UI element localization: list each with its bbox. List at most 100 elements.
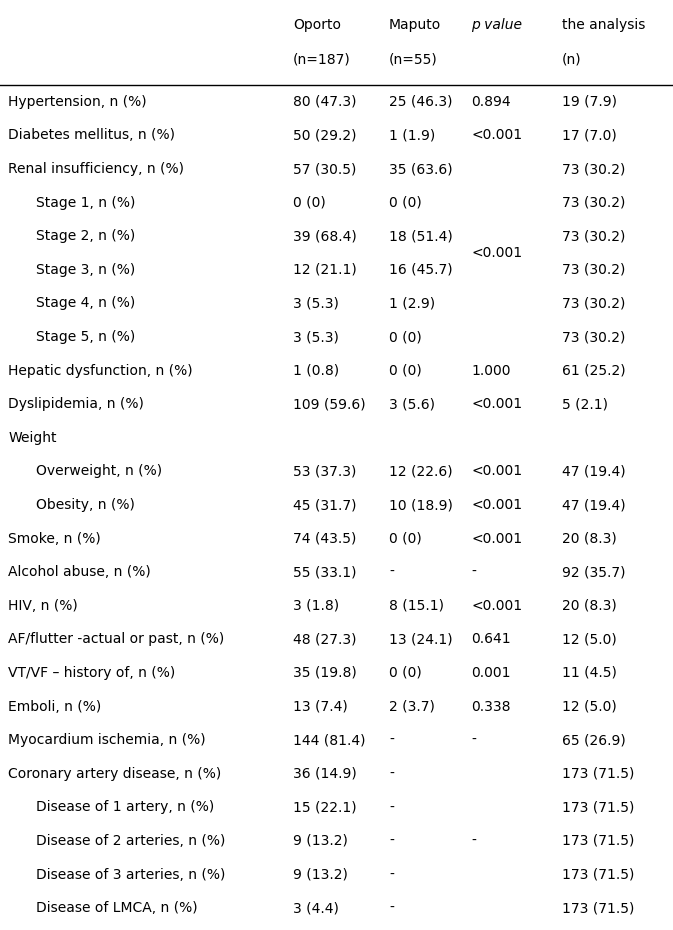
Text: 0.641: 0.641 [471, 632, 511, 646]
Text: 173 (71.5): 173 (71.5) [562, 801, 635, 815]
Text: 1 (1.9): 1 (1.9) [389, 128, 435, 142]
Text: Maputo: Maputo [389, 18, 441, 32]
Text: 35 (63.6): 35 (63.6) [389, 162, 453, 176]
Text: the analysis: the analysis [562, 18, 645, 32]
Text: 73 (30.2): 73 (30.2) [562, 229, 625, 244]
Text: 39 (68.4): 39 (68.4) [293, 229, 357, 244]
Text: -: - [389, 901, 394, 915]
Text: 0 (0): 0 (0) [389, 364, 422, 378]
Text: 80 (47.3): 80 (47.3) [293, 95, 356, 109]
Text: 9 (13.2): 9 (13.2) [293, 868, 348, 882]
Text: 73 (30.2): 73 (30.2) [562, 162, 625, 176]
Text: 0 (0): 0 (0) [293, 195, 326, 209]
Text: 11 (4.5): 11 (4.5) [562, 666, 617, 680]
Text: Renal insufficiency, n (%): Renal insufficiency, n (%) [8, 162, 184, 176]
Text: Disease of 1 artery, n (%): Disease of 1 artery, n (%) [36, 801, 214, 815]
Text: 73 (30.2): 73 (30.2) [562, 330, 625, 344]
Text: Diabetes mellitus, n (%): Diabetes mellitus, n (%) [8, 128, 175, 142]
Text: -: - [389, 801, 394, 815]
Text: 19 (7.9): 19 (7.9) [562, 95, 617, 109]
Text: Hepatic dysfunction, n (%): Hepatic dysfunction, n (%) [8, 364, 192, 378]
Text: 1.000: 1.000 [471, 364, 511, 378]
Text: <0.001: <0.001 [471, 397, 522, 411]
Text: -: - [389, 565, 394, 579]
Text: 173 (71.5): 173 (71.5) [562, 868, 635, 882]
Text: -: - [389, 767, 394, 781]
Text: 35 (19.8): 35 (19.8) [293, 666, 357, 680]
Text: 173 (71.5): 173 (71.5) [562, 767, 635, 781]
Text: Alcohol abuse, n (%): Alcohol abuse, n (%) [8, 565, 151, 579]
Text: -: - [471, 733, 476, 747]
Text: Disease of LMCA, n (%): Disease of LMCA, n (%) [36, 901, 198, 915]
Text: 55 (33.1): 55 (33.1) [293, 565, 356, 579]
Text: 173 (71.5): 173 (71.5) [562, 901, 635, 915]
Text: 74 (43.5): 74 (43.5) [293, 532, 356, 546]
Text: -: - [389, 733, 394, 747]
Text: Coronary artery disease, n (%): Coronary artery disease, n (%) [8, 767, 221, 781]
Text: 0 (0): 0 (0) [389, 195, 422, 209]
Text: 20 (8.3): 20 (8.3) [562, 599, 616, 613]
Text: Stage 2, n (%): Stage 2, n (%) [36, 229, 135, 244]
Text: 65 (26.9): 65 (26.9) [562, 733, 626, 747]
Text: Stage 5, n (%): Stage 5, n (%) [36, 330, 135, 344]
Text: 0.001: 0.001 [471, 666, 511, 680]
Text: 17 (7.0): 17 (7.0) [562, 128, 616, 142]
Text: 13 (7.4): 13 (7.4) [293, 699, 347, 713]
Text: 0.338: 0.338 [471, 699, 511, 713]
Text: Overweight, n (%): Overweight, n (%) [36, 464, 162, 478]
Text: 13 (24.1): 13 (24.1) [389, 632, 453, 646]
Text: Weight: Weight [8, 431, 57, 445]
Text: 12 (21.1): 12 (21.1) [293, 263, 357, 277]
Text: (n): (n) [562, 52, 581, 66]
Text: AF/flutter -actual or past, n (%): AF/flutter -actual or past, n (%) [8, 632, 224, 646]
Text: 3 (1.8): 3 (1.8) [293, 599, 339, 613]
Text: p value: p value [471, 18, 522, 32]
Text: Dyslipidemia, n (%): Dyslipidemia, n (%) [8, 397, 144, 411]
Text: <0.001: <0.001 [471, 464, 522, 478]
Text: 0 (0): 0 (0) [389, 532, 422, 546]
Text: Stage 1, n (%): Stage 1, n (%) [36, 195, 135, 209]
Text: -: - [471, 834, 476, 848]
Text: 8 (15.1): 8 (15.1) [389, 599, 444, 613]
Text: <0.001: <0.001 [471, 599, 522, 613]
Text: 47 (19.4): 47 (19.4) [562, 498, 626, 512]
Text: <0.001: <0.001 [471, 532, 522, 546]
Text: <0.001: <0.001 [471, 498, 522, 512]
Text: -: - [471, 565, 476, 579]
Text: 73 (30.2): 73 (30.2) [562, 297, 625, 311]
Text: 61 (25.2): 61 (25.2) [562, 364, 626, 378]
Text: 92 (35.7): 92 (35.7) [562, 565, 625, 579]
Text: 20 (8.3): 20 (8.3) [562, 532, 616, 546]
Text: 12 (5.0): 12 (5.0) [562, 632, 616, 646]
Text: Emboli, n (%): Emboli, n (%) [8, 699, 102, 713]
Text: 57 (30.5): 57 (30.5) [293, 162, 356, 176]
Text: 173 (71.5): 173 (71.5) [562, 834, 635, 848]
Text: 73 (30.2): 73 (30.2) [562, 263, 625, 277]
Text: 9 (13.2): 9 (13.2) [293, 834, 348, 848]
Text: 73 (30.2): 73 (30.2) [562, 195, 625, 209]
Text: 45 (31.7): 45 (31.7) [293, 498, 356, 512]
Text: 12 (5.0): 12 (5.0) [562, 699, 616, 713]
Text: 3 (5.6): 3 (5.6) [389, 397, 435, 411]
Text: -: - [389, 868, 394, 882]
Text: HIV, n (%): HIV, n (%) [8, 599, 78, 613]
Text: <0.001: <0.001 [471, 246, 522, 260]
Text: 0 (0): 0 (0) [389, 330, 422, 344]
Text: Disease of 2 arteries, n (%): Disease of 2 arteries, n (%) [36, 834, 225, 848]
Text: Stage 4, n (%): Stage 4, n (%) [36, 297, 135, 311]
Text: 2 (3.7): 2 (3.7) [389, 699, 435, 713]
Text: 12 (22.6): 12 (22.6) [389, 464, 453, 478]
Text: 53 (37.3): 53 (37.3) [293, 464, 356, 478]
Text: 3 (5.3): 3 (5.3) [293, 330, 339, 344]
Text: 3 (5.3): 3 (5.3) [293, 297, 339, 311]
Text: (n=55): (n=55) [389, 52, 437, 66]
Text: Disease of 3 arteries, n (%): Disease of 3 arteries, n (%) [36, 868, 225, 882]
Text: 47 (19.4): 47 (19.4) [562, 464, 626, 478]
Text: Hypertension, n (%): Hypertension, n (%) [8, 95, 147, 109]
Text: Obesity, n (%): Obesity, n (%) [36, 498, 135, 512]
Text: 144 (81.4): 144 (81.4) [293, 733, 365, 747]
Text: VT/VF – history of, n (%): VT/VF – history of, n (%) [8, 666, 176, 680]
Text: 109 (59.6): 109 (59.6) [293, 397, 365, 411]
Text: Oporto: Oporto [293, 18, 341, 32]
Text: 15 (22.1): 15 (22.1) [293, 801, 357, 815]
